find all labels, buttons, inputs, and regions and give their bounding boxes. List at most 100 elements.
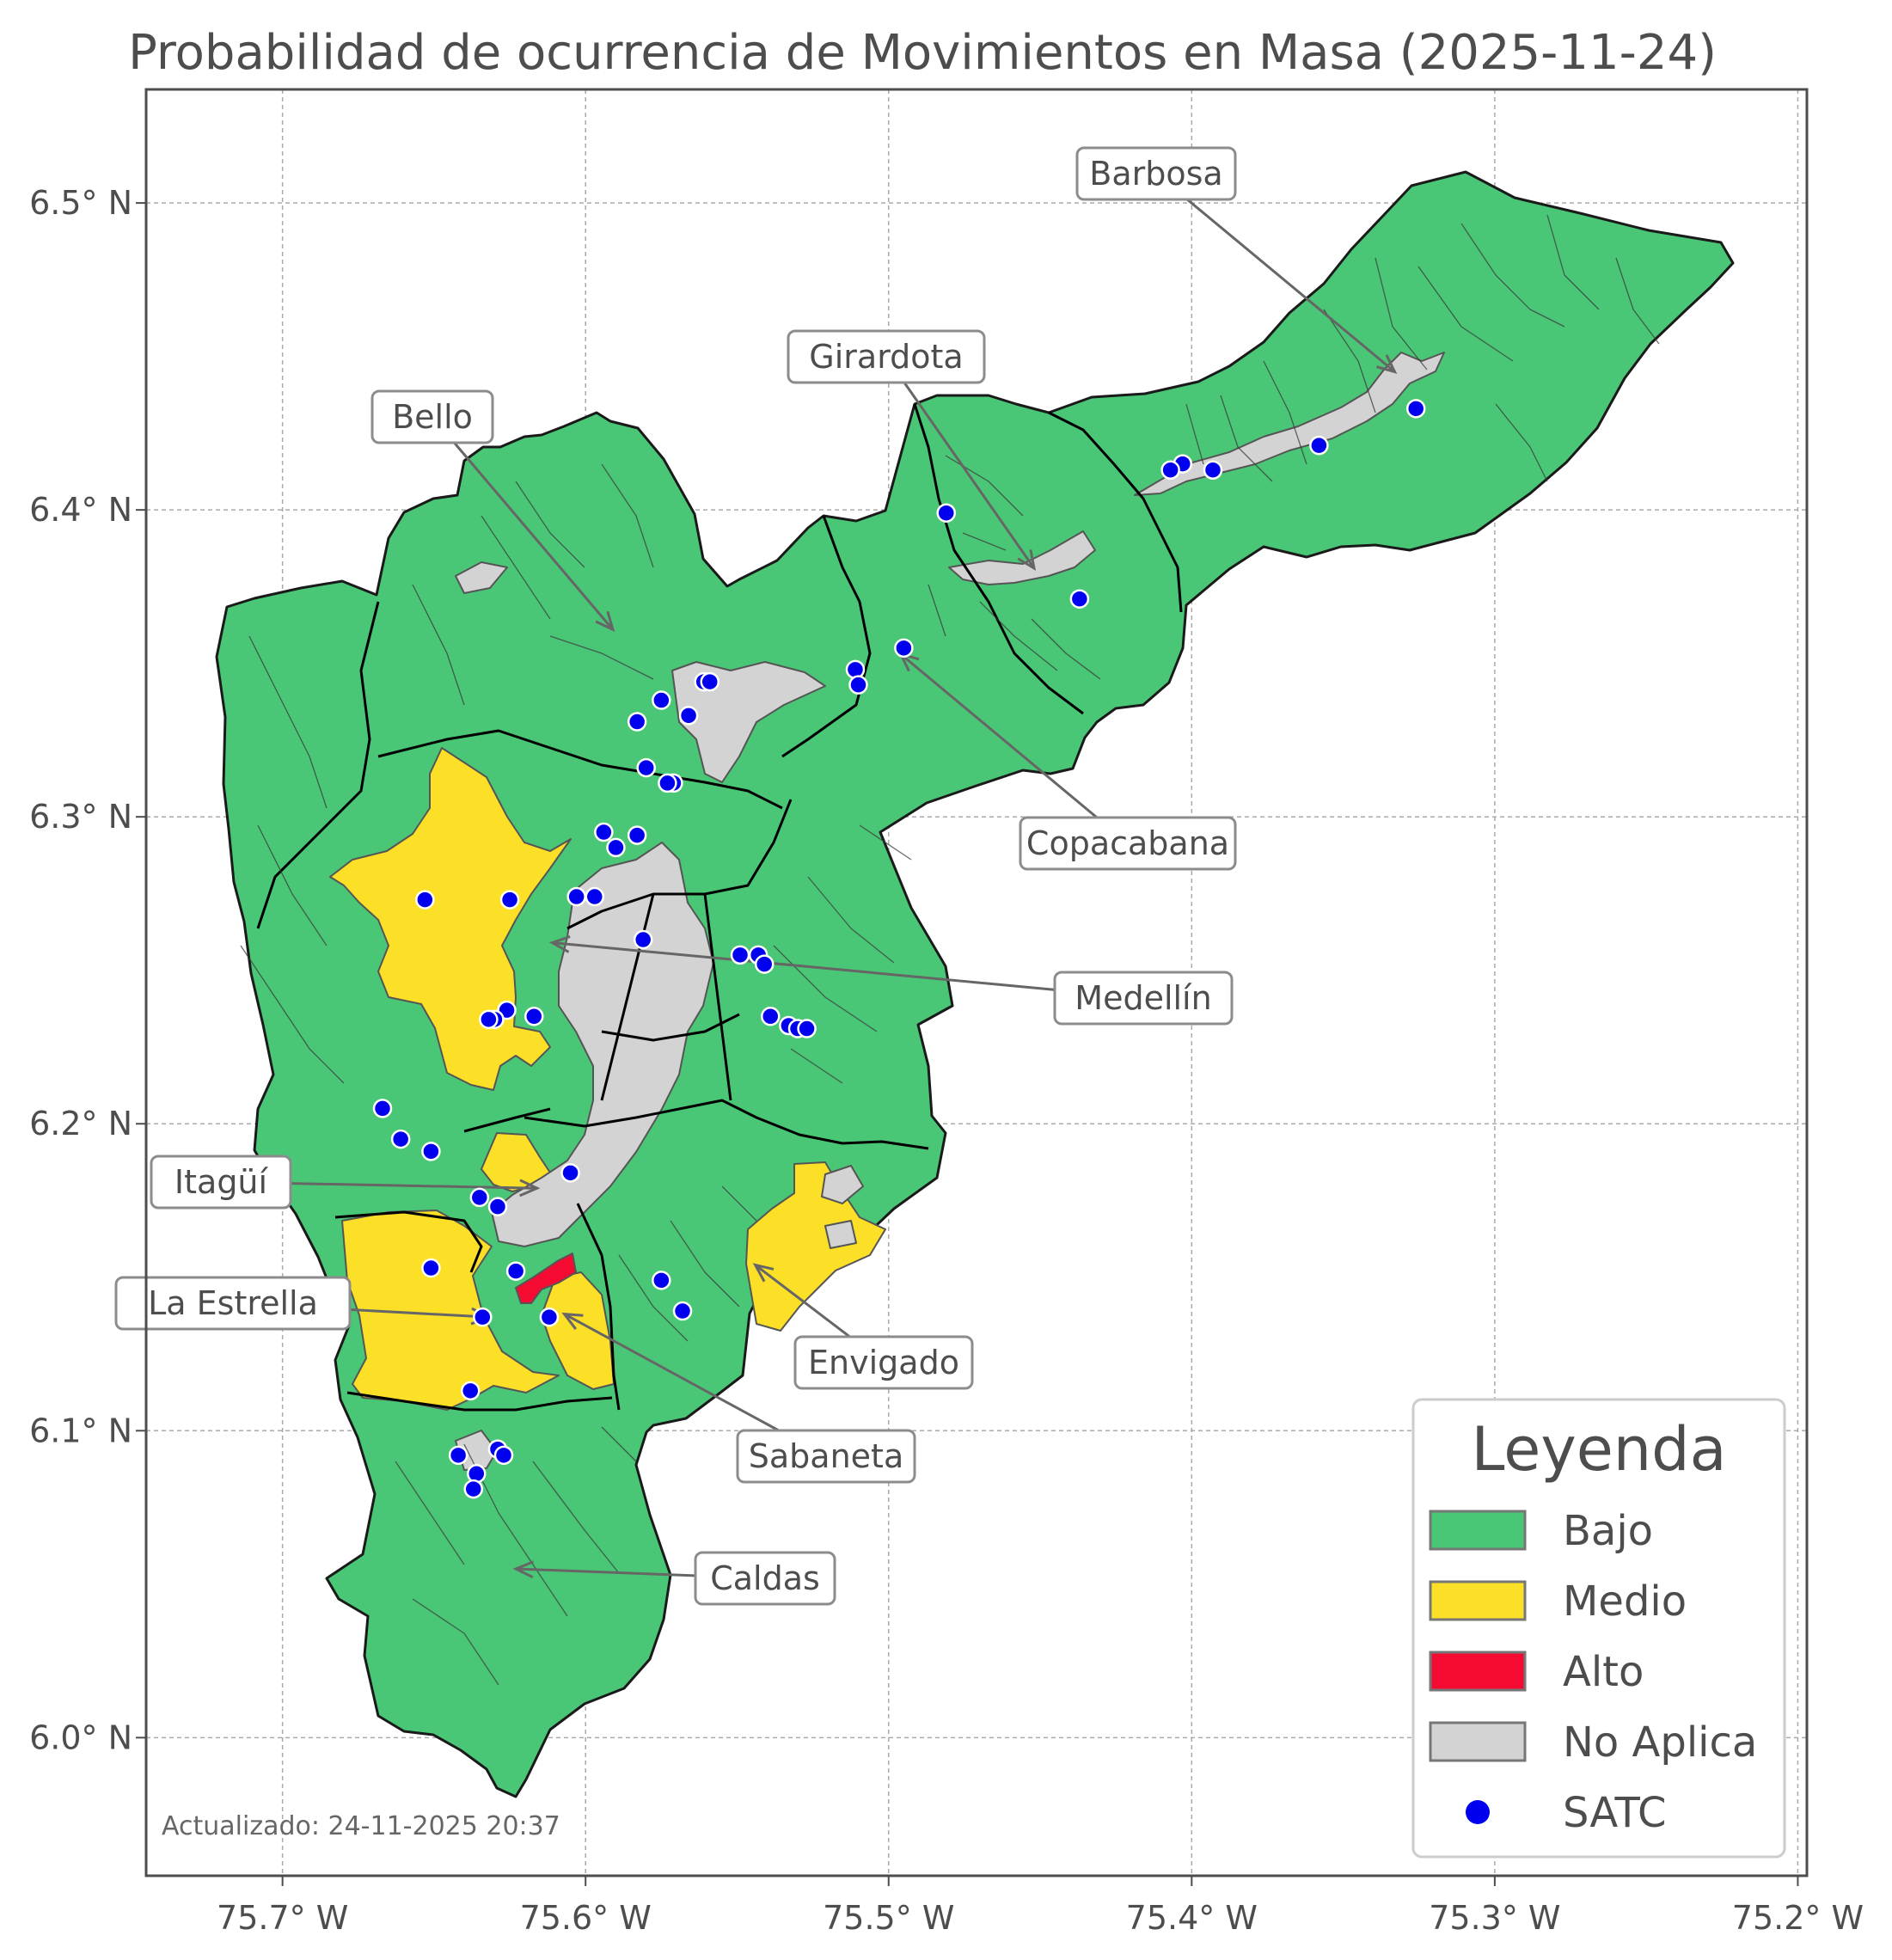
municipality-label: Girardota [809,338,963,376]
satc-point [505,1261,526,1281]
satc-point [585,886,605,907]
satc-point [672,1301,693,1321]
satc-point [761,1007,781,1026]
region-medio-sabaneta [541,1271,615,1390]
satc-point [479,1009,499,1030]
municipality-label: Itagüí [175,1163,269,1201]
y-tick-label: 6.3° N [29,798,132,836]
callout-arrow [899,652,1129,845]
region-noaplica-barbosa [1134,352,1445,496]
zone-lines [240,214,1660,1686]
callout-arrowhead [561,1312,584,1330]
municipality-label: Medellín [1075,979,1211,1017]
zone-lines-east [773,824,912,1084]
boundary-medellin-itagui [463,1107,551,1133]
satc-point [848,675,868,695]
callout-caldas: Caldas [512,1551,836,1606]
zone-lines-west [240,635,345,1084]
callout-la-estrella: La Estrella [114,1276,493,1331]
callout-envigado: Envigado [752,1263,974,1390]
legend-item-alto: Alto [1429,1648,1644,1696]
municipality-label: Envigado [808,1344,959,1381]
satc-point [678,706,699,726]
callout-box [370,389,494,444]
satc-point [1160,460,1180,480]
callout-arrowhead [752,1263,775,1283]
satc-point [467,1464,487,1484]
region-alto [515,1253,577,1304]
boundary-barbosa-girardota [1048,411,1183,613]
zone-lines-girardota [928,455,1101,680]
satc-point [421,1258,441,1278]
legend-item-bajo: Bajo [1429,1507,1653,1555]
boundary-medellin-envigado [524,1099,929,1150]
boundary-copacabana-bello [781,515,872,758]
x-axis: 75.7° W 75.6° W 75.5° W 75.4° W 75.3° W 75.2°… [217,1876,1864,1937]
satc-point [936,503,956,523]
satc-point [754,954,775,974]
satc-point [652,690,671,710]
satc-point [1203,460,1223,480]
satc-point [894,638,914,658]
callout-arrowhead [548,935,571,953]
callout-medell-n: Medellín [548,935,1234,1026]
zone-lines-bello [412,463,654,706]
y-tick-label: 6.5° N [29,184,132,222]
satc-point [1309,435,1329,456]
satc-point [627,825,647,845]
satc-point [652,1271,671,1290]
municipality-label: Copacabana [1026,824,1229,862]
callout-arrowhead [1017,549,1037,571]
region-noaplica-valle [491,842,714,1247]
satc-point [463,1479,484,1499]
legend-item-satc: SATC [1466,1789,1667,1837]
satc-point [627,712,647,732]
zone-lines-southeast [601,1185,757,1462]
municipality-label: Caldas [710,1559,820,1597]
region-noaplica-envigado-east [821,1165,864,1249]
callout-bello: Bello [370,389,615,633]
region-bajo [215,170,1735,1798]
satc-point [421,1142,441,1161]
region-noaplica-bello [671,661,826,783]
legend-label: Bajo [1563,1507,1653,1555]
x-tick-label: 75.6° W [520,1899,652,1937]
satc-point [560,1163,580,1183]
satc-point [499,890,520,910]
satc-point [372,1099,393,1118]
callout-arrow [1155,172,1396,373]
satc-point [390,1129,411,1149]
callout-box [787,329,986,384]
satc-point [636,757,656,778]
satc-point [594,822,614,842]
boundary-medellin-west [256,601,380,929]
y-tick-label: 6.0° N [29,1718,132,1756]
callout-arrowhead [595,610,615,633]
callout-arrow [885,356,1036,569]
satc-point [473,1307,493,1327]
axes-frame [144,88,1809,1877]
legend-label: Medio [1563,1577,1687,1626]
zone-lines-north [1185,214,1660,482]
municipality-label: Bello [392,398,473,436]
satc-point [700,671,720,692]
satc-points [372,399,1426,1499]
updated-timestamp: Actualizado: 24-11-2025 20:37 [162,1811,560,1841]
municipality-label: Sabaneta [749,1437,903,1475]
legend-swatch [1429,1580,1527,1621]
callout-box [694,1551,836,1606]
boundary-sabaneta-envigado [576,1203,621,1411]
satc-point [487,1197,508,1216]
callout-box [793,1335,974,1390]
satc-point [606,837,626,858]
callout-itag-: Itagüí [150,1155,541,1210]
region-medio-envigado [745,1161,886,1332]
legend-title: Leyenda [1471,1414,1726,1485]
municipality-label: La Estrella [148,1284,318,1322]
satc-point [448,1445,468,1466]
legend-label: SATC [1563,1789,1667,1837]
boundary-girardota-copacabana [913,403,1084,715]
satc-point [797,1019,817,1038]
satc-point [469,1187,490,1208]
satc-point [1405,399,1426,419]
